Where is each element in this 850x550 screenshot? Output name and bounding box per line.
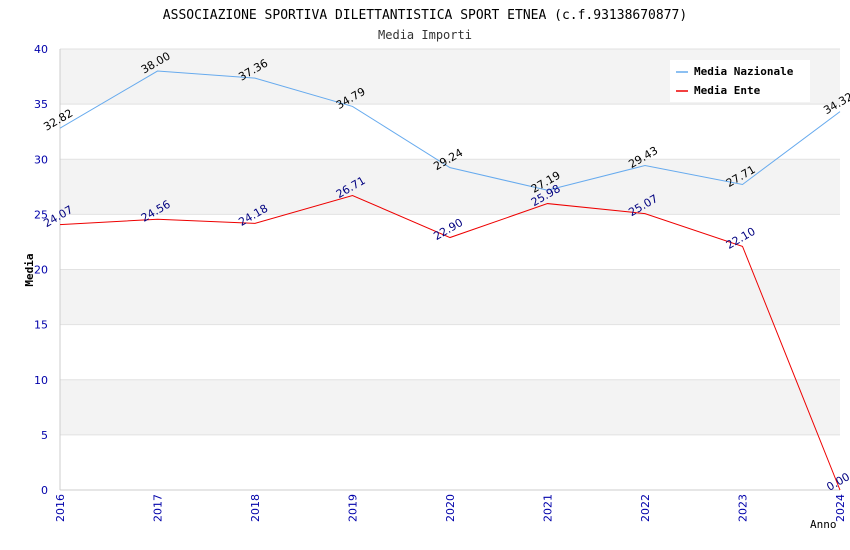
x-tick-label: 2022 bbox=[639, 494, 652, 522]
x-axis-label: Anno bbox=[810, 518, 837, 531]
legend-label-ente: Media Ente bbox=[694, 84, 761, 97]
data-label: 24.07 bbox=[41, 203, 75, 230]
y-tick-label: 15 bbox=[34, 319, 48, 332]
series-line-media-ente bbox=[59, 194, 841, 491]
x-tick-label: 2021 bbox=[542, 494, 555, 522]
x-tick-label: 2019 bbox=[347, 494, 360, 522]
data-label: 22.10 bbox=[724, 225, 758, 252]
legend-box bbox=[670, 60, 810, 102]
x-tick-label: 2023 bbox=[737, 494, 750, 522]
x-tick-label: 2017 bbox=[152, 494, 165, 522]
x-tick-label: 2016 bbox=[54, 494, 67, 522]
plot-bands bbox=[60, 49, 840, 435]
chart-title: ASSOCIAZIONE SPORTIVA DILETTANTISTICA SP… bbox=[163, 8, 687, 23]
series-lines bbox=[59, 70, 841, 491]
grid-band bbox=[60, 269, 840, 325]
y-tick-label: 35 bbox=[34, 98, 48, 111]
grid-band bbox=[60, 159, 840, 215]
chart-subtitle: Media Importi bbox=[378, 28, 472, 42]
y-tick-label: 20 bbox=[34, 264, 48, 277]
y-tick-label: 5 bbox=[41, 429, 48, 442]
y-axis-label: Media bbox=[23, 253, 36, 286]
grid-band bbox=[60, 379, 840, 435]
series-line-media-nazionale bbox=[59, 70, 841, 191]
y-tick-label: 25 bbox=[34, 208, 48, 221]
y-tick-label: 0 bbox=[41, 484, 48, 497]
legend-label-nazionale: Media Nazionale bbox=[694, 65, 794, 78]
x-tick-labels: 2016 2017 2018 2019 2020 2021 2022 2023 2024 bbox=[54, 494, 847, 522]
y-tick-label: 30 bbox=[34, 153, 48, 166]
x-tick-label: 2018 bbox=[249, 494, 262, 522]
y-tick-label: 10 bbox=[34, 374, 48, 387]
gridlines bbox=[60, 48, 840, 436]
legend: Media Nazionale Media Ente bbox=[670, 60, 810, 102]
x-tick-label: 2020 bbox=[444, 494, 457, 522]
x-tick-label: 2024 bbox=[834, 494, 847, 522]
y-tick-label: 40 bbox=[34, 43, 48, 56]
y-tick-labels: 0 5 10 15 20 25 30 35 40 bbox=[34, 43, 48, 497]
data-label: 22.90 bbox=[431, 216, 465, 243]
